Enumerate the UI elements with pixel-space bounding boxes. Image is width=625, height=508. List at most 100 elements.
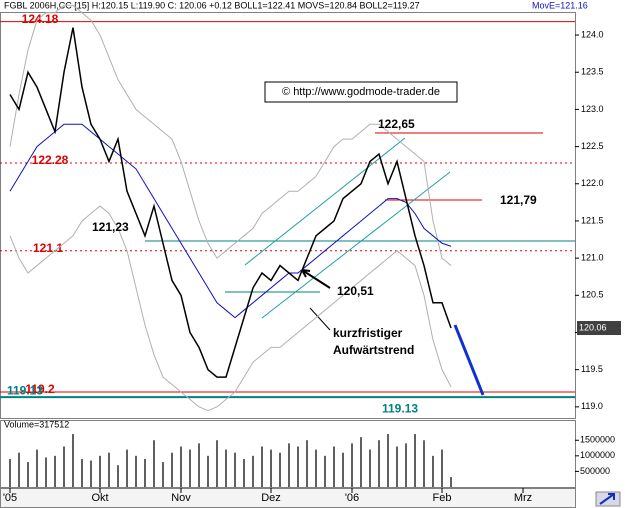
volume-bar — [315, 449, 317, 487]
volume-tick-label: 1000000 — [580, 450, 615, 460]
volume-bar — [378, 440, 380, 487]
volume-bar — [342, 452, 344, 487]
annotation: kurzfristiger — [333, 326, 403, 340]
volume-bar — [126, 449, 128, 487]
volume-bar — [144, 458, 146, 487]
x-axis-band — [0, 488, 576, 508]
volume-bar — [117, 465, 119, 487]
volume-bar — [423, 440, 425, 487]
volume-bar — [63, 446, 65, 487]
volume-bar — [333, 446, 335, 487]
volume-bar — [396, 446, 398, 487]
volume-bar — [306, 440, 308, 487]
level-label: 119.13 — [7, 383, 43, 397]
volume-bar — [225, 449, 227, 487]
volume-bar — [180, 446, 182, 487]
volume-bar — [270, 449, 272, 487]
annotation: Aufwärtstrend — [333, 343, 414, 357]
volume-tick-label: 500000 — [580, 466, 610, 476]
volume-bar — [153, 440, 155, 487]
volume-bar — [162, 462, 164, 487]
volume-bar — [108, 452, 110, 487]
trend-line — [261, 171, 451, 319]
y-tick-label: 123.0 — [581, 104, 604, 114]
arrow — [301, 269, 331, 289]
x-tick-label: Nov — [171, 492, 191, 504]
volume-bar — [216, 440, 218, 487]
volume-panel — [0, 420, 576, 488]
series-line — [9, 4, 452, 266]
x-tick-label: Okt — [91, 492, 108, 504]
volume-bar — [414, 434, 416, 487]
series-line — [9, 27, 452, 378]
y-tick-label: 119.5 — [581, 364, 603, 374]
volume-bar — [252, 455, 254, 487]
series-line — [9, 205, 452, 412]
y-tick-label: 122.0 — [581, 178, 604, 188]
volume-bar — [45, 457, 47, 487]
x-tick-label: Mrz — [514, 492, 532, 504]
volume-tick-label: 1500000 — [580, 435, 615, 445]
last-price-box — [577, 321, 621, 336]
y-tick-label: 124.0 — [581, 29, 604, 39]
header: FGBL 2006H,CC [15] H:120.15 L:119.90 C: … — [4, 0, 420, 10]
volume-bar — [72, 434, 74, 487]
series-line — [9, 123, 452, 319]
level-label: 122.28 — [32, 153, 69, 167]
volume-bar — [234, 452, 236, 487]
volume-bar — [369, 449, 371, 487]
annotation: 121,23 — [92, 220, 129, 234]
volume-bar — [405, 443, 407, 487]
volume-bar — [18, 452, 20, 487]
volume-bar — [450, 477, 452, 487]
level-label: 121.1 — [33, 241, 63, 255]
volume-bar — [9, 458, 11, 487]
price-panel — [0, 12, 576, 419]
volume-bar — [441, 449, 443, 487]
volume-bar — [198, 443, 200, 487]
volume-bar — [297, 446, 299, 487]
annotation: 120,51 — [337, 284, 374, 298]
volume-bar — [90, 460, 92, 487]
volume-bar — [81, 458, 83, 487]
x-tick-label: '06 — [345, 492, 359, 504]
annotation: 122,65 — [378, 117, 415, 131]
volume-bar — [171, 452, 173, 487]
last-price: 120.06 — [579, 322, 607, 332]
y-tick-label: 121.0 — [581, 253, 604, 263]
y-tick-label: 123.5 — [581, 67, 604, 77]
volume-bar — [288, 443, 290, 487]
volume-bar — [387, 434, 389, 487]
y-tick-label: 121.5 — [581, 215, 604, 225]
volume-bar — [279, 452, 281, 487]
volume-bar — [432, 455, 434, 487]
volume-bar — [360, 437, 362, 487]
volume-bar — [243, 458, 245, 487]
volume-label: Volume=317512 — [4, 419, 69, 429]
volume-bar — [324, 455, 326, 487]
annotation: 121,79 — [500, 193, 537, 207]
volume-bar — [135, 455, 137, 487]
y-tick-label: 119.0 — [581, 401, 603, 411]
watermark-box — [264, 81, 458, 103]
icon-arrow — [599, 493, 615, 505]
trend-line — [244, 137, 406, 266]
volume-bar — [36, 449, 38, 487]
x-tick-label: Dez — [261, 492, 281, 504]
y-tick-label: 122.5 — [581, 141, 604, 151]
volume-bar — [261, 446, 263, 487]
volume-bar — [99, 455, 101, 487]
x-tick-label: '05 — [3, 492, 17, 504]
level-label: 124.18 — [22, 12, 59, 26]
level-label: 119.2 — [25, 382, 55, 396]
y-tick-label: 120.5 — [581, 290, 604, 300]
volume-bar — [351, 443, 353, 487]
x-tick-label: Feb — [433, 492, 452, 504]
volume-bar — [54, 455, 56, 487]
header-move: MovE=121.16 — [532, 0, 588, 10]
watermark: © http://www.godmode-trader.de — [282, 86, 440, 98]
trend-line — [453, 324, 485, 396]
level-label: 119.13 — [382, 401, 418, 415]
